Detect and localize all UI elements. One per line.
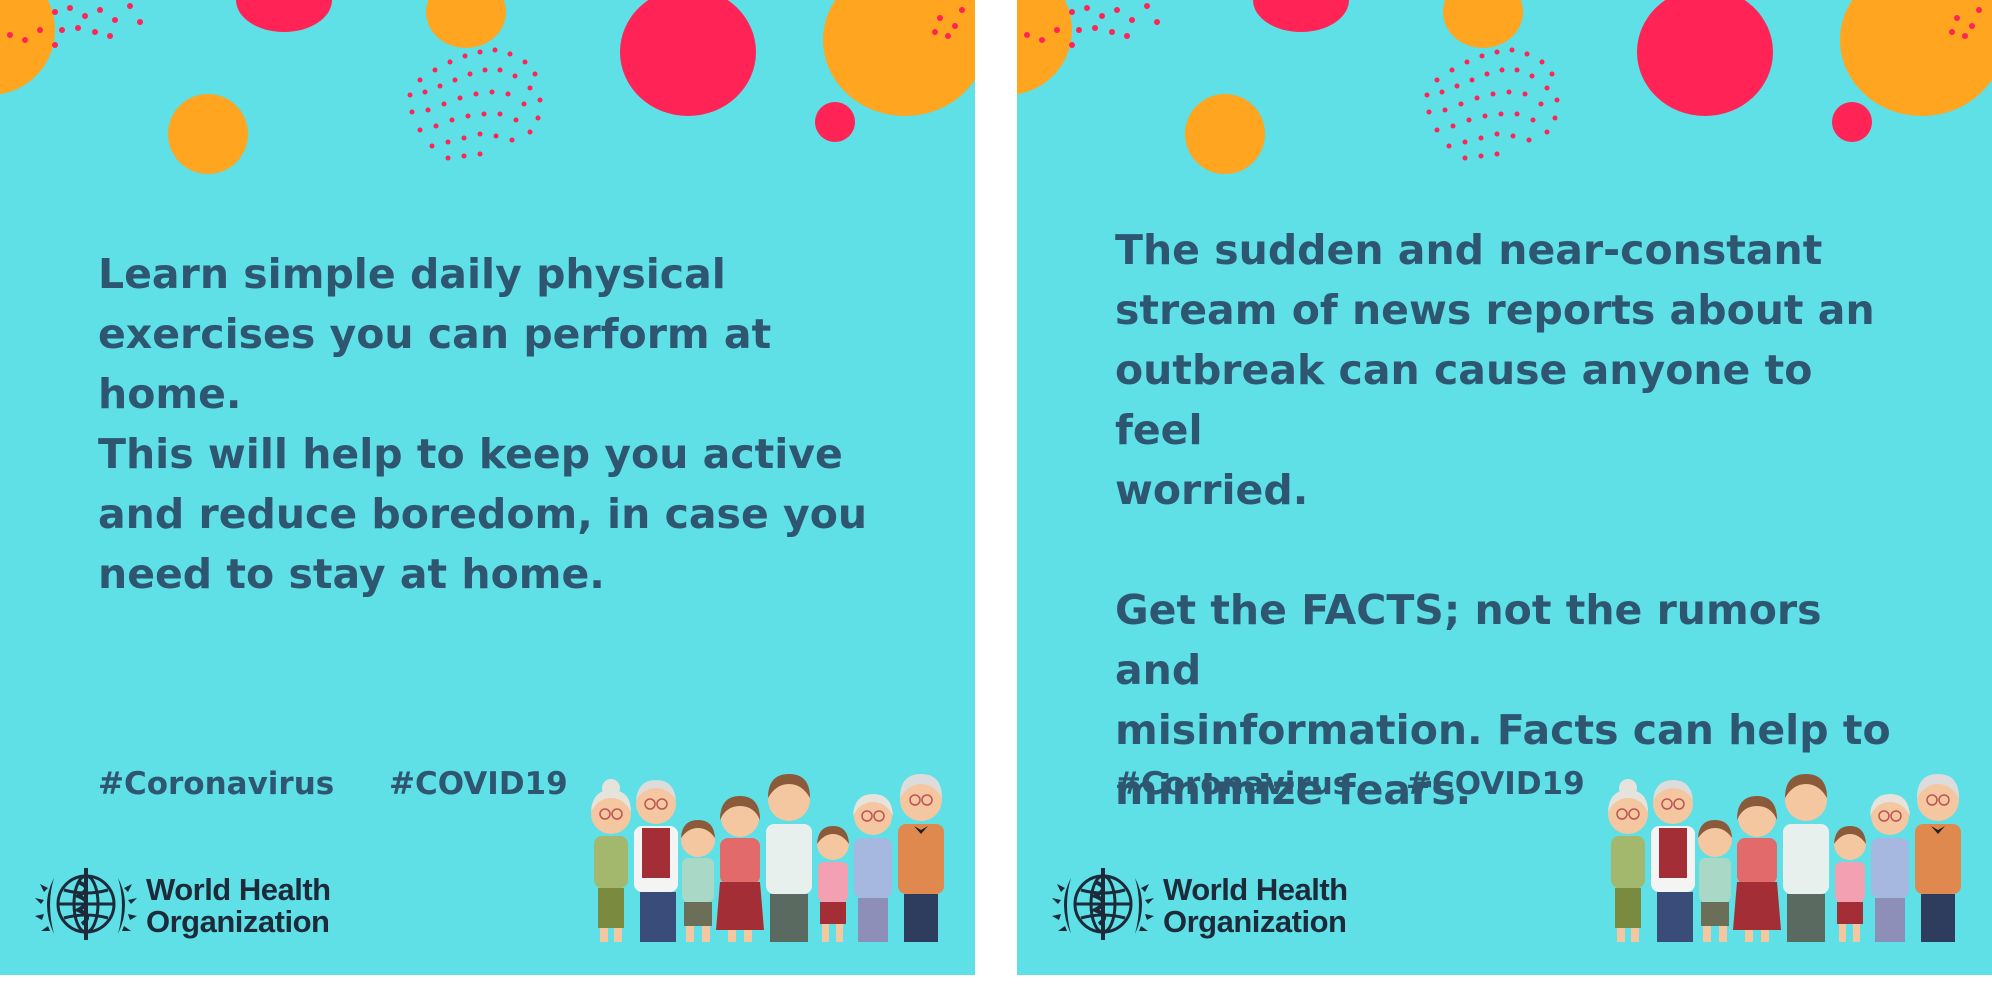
person-grandfather [634,780,678,942]
person-father [766,774,812,942]
who-wordmark: World Health Organization [146,874,331,938]
right-card: The sudden and near-constant stream of n… [1017,0,1992,975]
who-logo: World Health Organization [34,858,334,954]
message-line: The sudden and near-constant [1115,226,1823,274]
message-line: worried. [1115,466,1309,514]
person-grandfather-2 [898,774,944,942]
message-line: need to stay at home. [98,550,605,598]
hashtags: #Coronavirus #COVID19 [1115,766,1629,802]
person-girl [1834,826,1866,942]
person-grandmother-2 [853,794,893,942]
person-father [1783,774,1829,942]
who-wordmark: World Health Organization [1163,874,1348,938]
decorative-blobs [0,0,975,174]
hashtag-covid19: #COVID19 [389,766,568,802]
person-mother [716,796,764,942]
hashtag-coronavirus: #Coronavirus [1115,766,1352,802]
message-line: and reduce boredom, in case you [98,490,868,538]
message-text: The sudden and near-constant stream of n… [1115,220,1895,820]
who-emblem-icon [1052,868,1154,940]
message-line: home. [98,370,242,418]
person-boy [681,820,715,942]
message-line: stream of news reports about an [1115,286,1875,334]
who-name-line1: World Health [1163,872,1348,907]
decorative-blobs [1017,0,1992,174]
person-grandmother-2 [1870,794,1910,942]
message-line: exercises you can perform at [98,310,772,358]
family-illustration [1608,774,1961,942]
message-line: This will help to keep you active [98,430,843,478]
person-girl [817,826,849,942]
hashtags: #Coronavirus #COVID19 [98,766,612,802]
person-boy [1698,820,1732,942]
family-illustration [591,774,944,942]
hashtag-covid19: #COVID19 [1406,766,1585,802]
who-name-line2: Organization [1163,904,1347,939]
person-grandmother [591,779,631,942]
person-mother [1733,796,1781,942]
person-grandmother [1608,779,1648,942]
hashtag-coronavirus: #Coronavirus [98,766,335,802]
message-line: Get the FACTS; not the rumors and [1115,586,1822,694]
who-emblem-icon [35,868,137,940]
who-name-line2: Organization [146,904,330,939]
message-text: Learn simple daily physical exercises yo… [98,244,878,604]
who-logo: World Health Organization [1051,858,1351,954]
message-line: outbreak can cause anyone to feel [1115,346,1813,454]
person-grandfather-2 [1915,774,1961,942]
who-name-line1: World Health [146,872,331,907]
message-line: minimize fears. [1115,766,1472,814]
person-grandfather [1651,780,1695,942]
message-line: Learn simple daily physical [98,250,726,298]
left-card: Learn simple daily physical exercises yo… [0,0,975,975]
message-line: misinformation. Facts can help to [1115,706,1891,754]
